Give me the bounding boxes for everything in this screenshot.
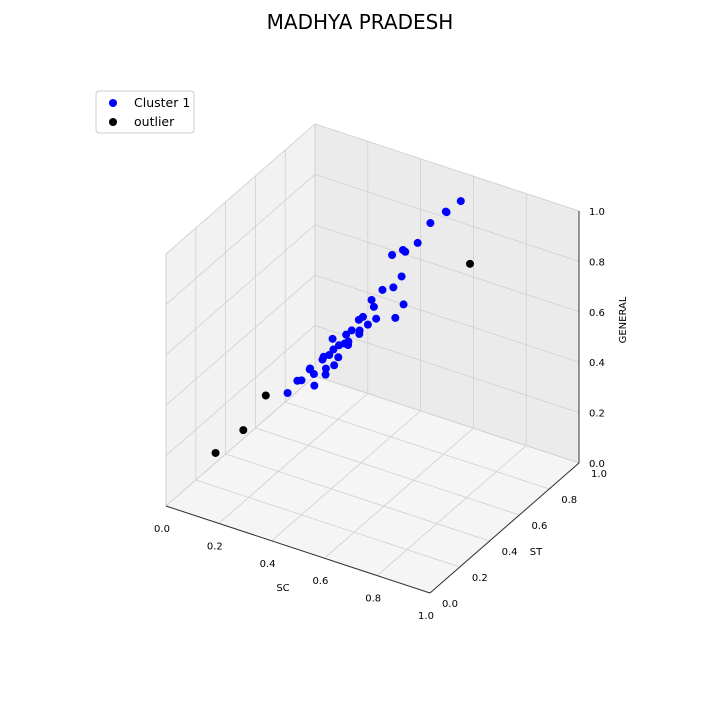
cluster-1-point <box>318 355 327 364</box>
legend-marker-outlier <box>109 118 117 126</box>
cluster-1-point <box>347 326 356 335</box>
z-axis-label: GENERAL <box>618 296 629 343</box>
grid-back-general <box>314 325 580 413</box>
z-tick-label: 0.8 <box>589 257 605 268</box>
legend-frame <box>95 90 195 134</box>
grid-floor-sc <box>218 393 369 524</box>
grid-back-general <box>314 123 580 212</box>
cluster-1-point <box>401 247 410 256</box>
x-tick-label: 0.6 <box>312 576 328 587</box>
cluster-1-point <box>391 313 400 322</box>
cluster-1-point <box>283 389 292 397</box>
x-tick-label: 0.4 <box>260 559 276 570</box>
outlier-point <box>466 259 474 268</box>
cluster-1-point <box>325 350 334 359</box>
grid-left-general <box>165 174 316 305</box>
cluster-1-point <box>344 341 353 350</box>
grid-left-general <box>165 224 316 356</box>
cluster-1-point <box>456 197 465 206</box>
x-tick-label: 0.0 <box>154 524 170 535</box>
grid-left-general <box>165 123 316 255</box>
grid-back-general <box>314 274 580 363</box>
cluster-1-point <box>310 381 319 390</box>
cluster-1-point <box>367 295 376 304</box>
cluster-1-point <box>363 320 372 329</box>
grid-floor-st <box>314 375 580 464</box>
z-tick-label: 0.2 <box>589 409 605 420</box>
x-tick-label: 0.2 <box>207 541 223 552</box>
z-tick-label: 0.0 <box>589 459 605 470</box>
grid-floor-sc <box>271 410 421 542</box>
legend-label-outlier: outlier <box>134 114 175 129</box>
chart-title: MADHYA PRADESH <box>266 10 454 34</box>
grid-floor-sc <box>324 427 474 559</box>
legend-label-cluster-1: Cluster 1 <box>134 95 190 110</box>
x-tick-label: 1.0 <box>418 611 434 622</box>
cluster-1-point <box>321 364 330 373</box>
cluster-1-point <box>330 361 339 370</box>
y-axis-label: ST <box>530 547 543 558</box>
cluster-1-point <box>442 208 451 217</box>
cluster-1-point <box>309 370 318 378</box>
cluster-1-point <box>388 250 397 259</box>
cluster-1-point <box>297 376 306 385</box>
y-tick-label: 0.2 <box>472 573 488 584</box>
y-axis-line <box>429 462 580 594</box>
grid-floor-st <box>225 453 490 542</box>
axis-lines <box>165 211 580 594</box>
tick-labels: 0.0 0.0 0.0 0.2 0.2 0.2 0.4 0.4 0.4 0.6 0.6 0.6 0.8 0… <box>154 207 607 622</box>
cluster-1-point <box>413 238 422 247</box>
y-tick-label: 0.4 <box>502 547 518 558</box>
x-tick-label: 0.8 <box>365 594 381 605</box>
cluster-1-point <box>342 330 351 339</box>
grid-back-general <box>314 174 580 262</box>
cluster-1-point <box>334 353 343 362</box>
data-points <box>211 197 474 457</box>
cluster-1-point <box>328 334 337 343</box>
grid-floor-st <box>195 479 460 568</box>
grid-back-general <box>314 224 580 313</box>
outlier-point <box>261 391 270 400</box>
outlier-point <box>239 426 248 435</box>
axis-panes <box>165 122 580 594</box>
z-tick-label: 0.4 <box>589 358 605 369</box>
grid-left-general <box>165 325 316 456</box>
grid-floor-st <box>285 401 550 490</box>
cluster-1-point <box>397 272 406 281</box>
grid-left-general <box>165 274 316 406</box>
cluster-1-point <box>378 285 387 294</box>
y-tick-label: 0.6 <box>531 521 547 532</box>
y-tick-label: 1.0 <box>591 469 607 480</box>
x-axis-label: SC <box>276 583 289 594</box>
cluster-1-point <box>358 312 367 321</box>
outlier-point <box>211 448 220 457</box>
grid-floor-st <box>255 427 520 516</box>
cluster-1-point <box>399 300 408 309</box>
cluster-1-point <box>426 219 435 228</box>
y-tick-label: 0.0 <box>442 599 458 610</box>
legend-marker-cluster-1 <box>109 99 117 107</box>
z-tick-label: 0.6 <box>589 308 605 319</box>
cluster-1-point <box>369 302 378 311</box>
cluster-1-point <box>389 283 398 292</box>
grid-left-general <box>165 375 316 507</box>
x-axis-line <box>165 505 431 594</box>
y-tick-label: 0.8 <box>561 495 577 506</box>
z-tick-label: 1.0 <box>589 207 605 218</box>
grid-floor-sc <box>376 445 527 576</box>
cluster-1-point <box>355 329 364 338</box>
cluster-1-point <box>321 370 330 379</box>
legend: Cluster 1 outlier <box>95 90 195 134</box>
cluster-1-point <box>372 314 381 323</box>
cluster-1-point <box>329 345 338 354</box>
